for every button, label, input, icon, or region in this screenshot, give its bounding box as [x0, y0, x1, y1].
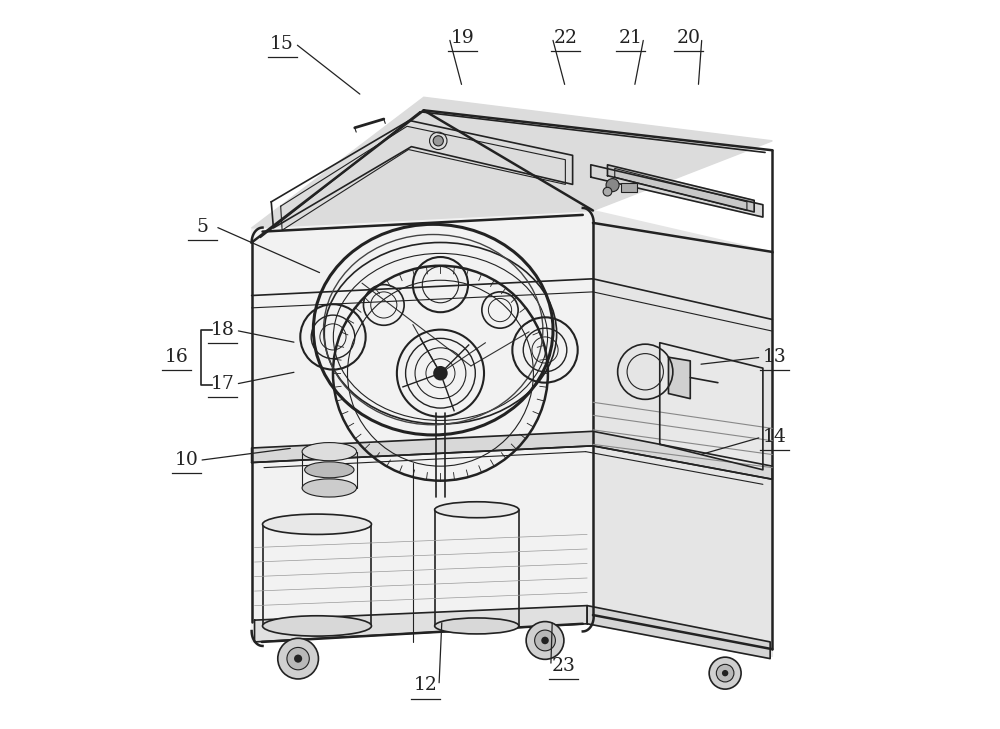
Polygon shape: [668, 357, 690, 399]
Text: 16: 16: [165, 348, 189, 366]
Circle shape: [294, 655, 302, 663]
Polygon shape: [660, 343, 763, 469]
Circle shape: [433, 136, 443, 146]
Ellipse shape: [435, 618, 519, 634]
Text: 21: 21: [619, 28, 643, 47]
Circle shape: [709, 657, 741, 689]
Ellipse shape: [263, 514, 371, 534]
Text: 20: 20: [677, 28, 701, 47]
Text: 19: 19: [450, 28, 474, 47]
Circle shape: [541, 636, 549, 644]
Text: 18: 18: [211, 321, 235, 340]
Polygon shape: [252, 432, 772, 479]
Polygon shape: [255, 606, 587, 642]
Bar: [621, 183, 637, 192]
Circle shape: [535, 630, 555, 651]
Polygon shape: [587, 606, 770, 658]
Ellipse shape: [263, 616, 371, 636]
Ellipse shape: [302, 443, 357, 461]
Ellipse shape: [435, 502, 519, 518]
Polygon shape: [593, 211, 772, 656]
Ellipse shape: [302, 479, 357, 497]
Circle shape: [716, 664, 734, 682]
Text: 23: 23: [552, 657, 576, 675]
Circle shape: [433, 366, 448, 381]
Text: 15: 15: [270, 34, 294, 52]
Circle shape: [278, 639, 318, 679]
Circle shape: [606, 179, 619, 192]
Circle shape: [722, 670, 728, 677]
Circle shape: [287, 647, 309, 670]
Text: 12: 12: [414, 677, 438, 695]
Text: 22: 22: [553, 28, 577, 47]
Polygon shape: [252, 97, 772, 228]
Text: 10: 10: [174, 451, 198, 469]
Circle shape: [526, 622, 564, 659]
Polygon shape: [591, 165, 763, 217]
Polygon shape: [607, 165, 754, 212]
Text: 5: 5: [196, 217, 208, 235]
Text: 13: 13: [763, 348, 786, 366]
Text: 17: 17: [211, 375, 235, 393]
Ellipse shape: [305, 461, 354, 477]
Text: 14: 14: [763, 428, 786, 446]
Polygon shape: [252, 211, 593, 642]
Circle shape: [603, 187, 612, 196]
